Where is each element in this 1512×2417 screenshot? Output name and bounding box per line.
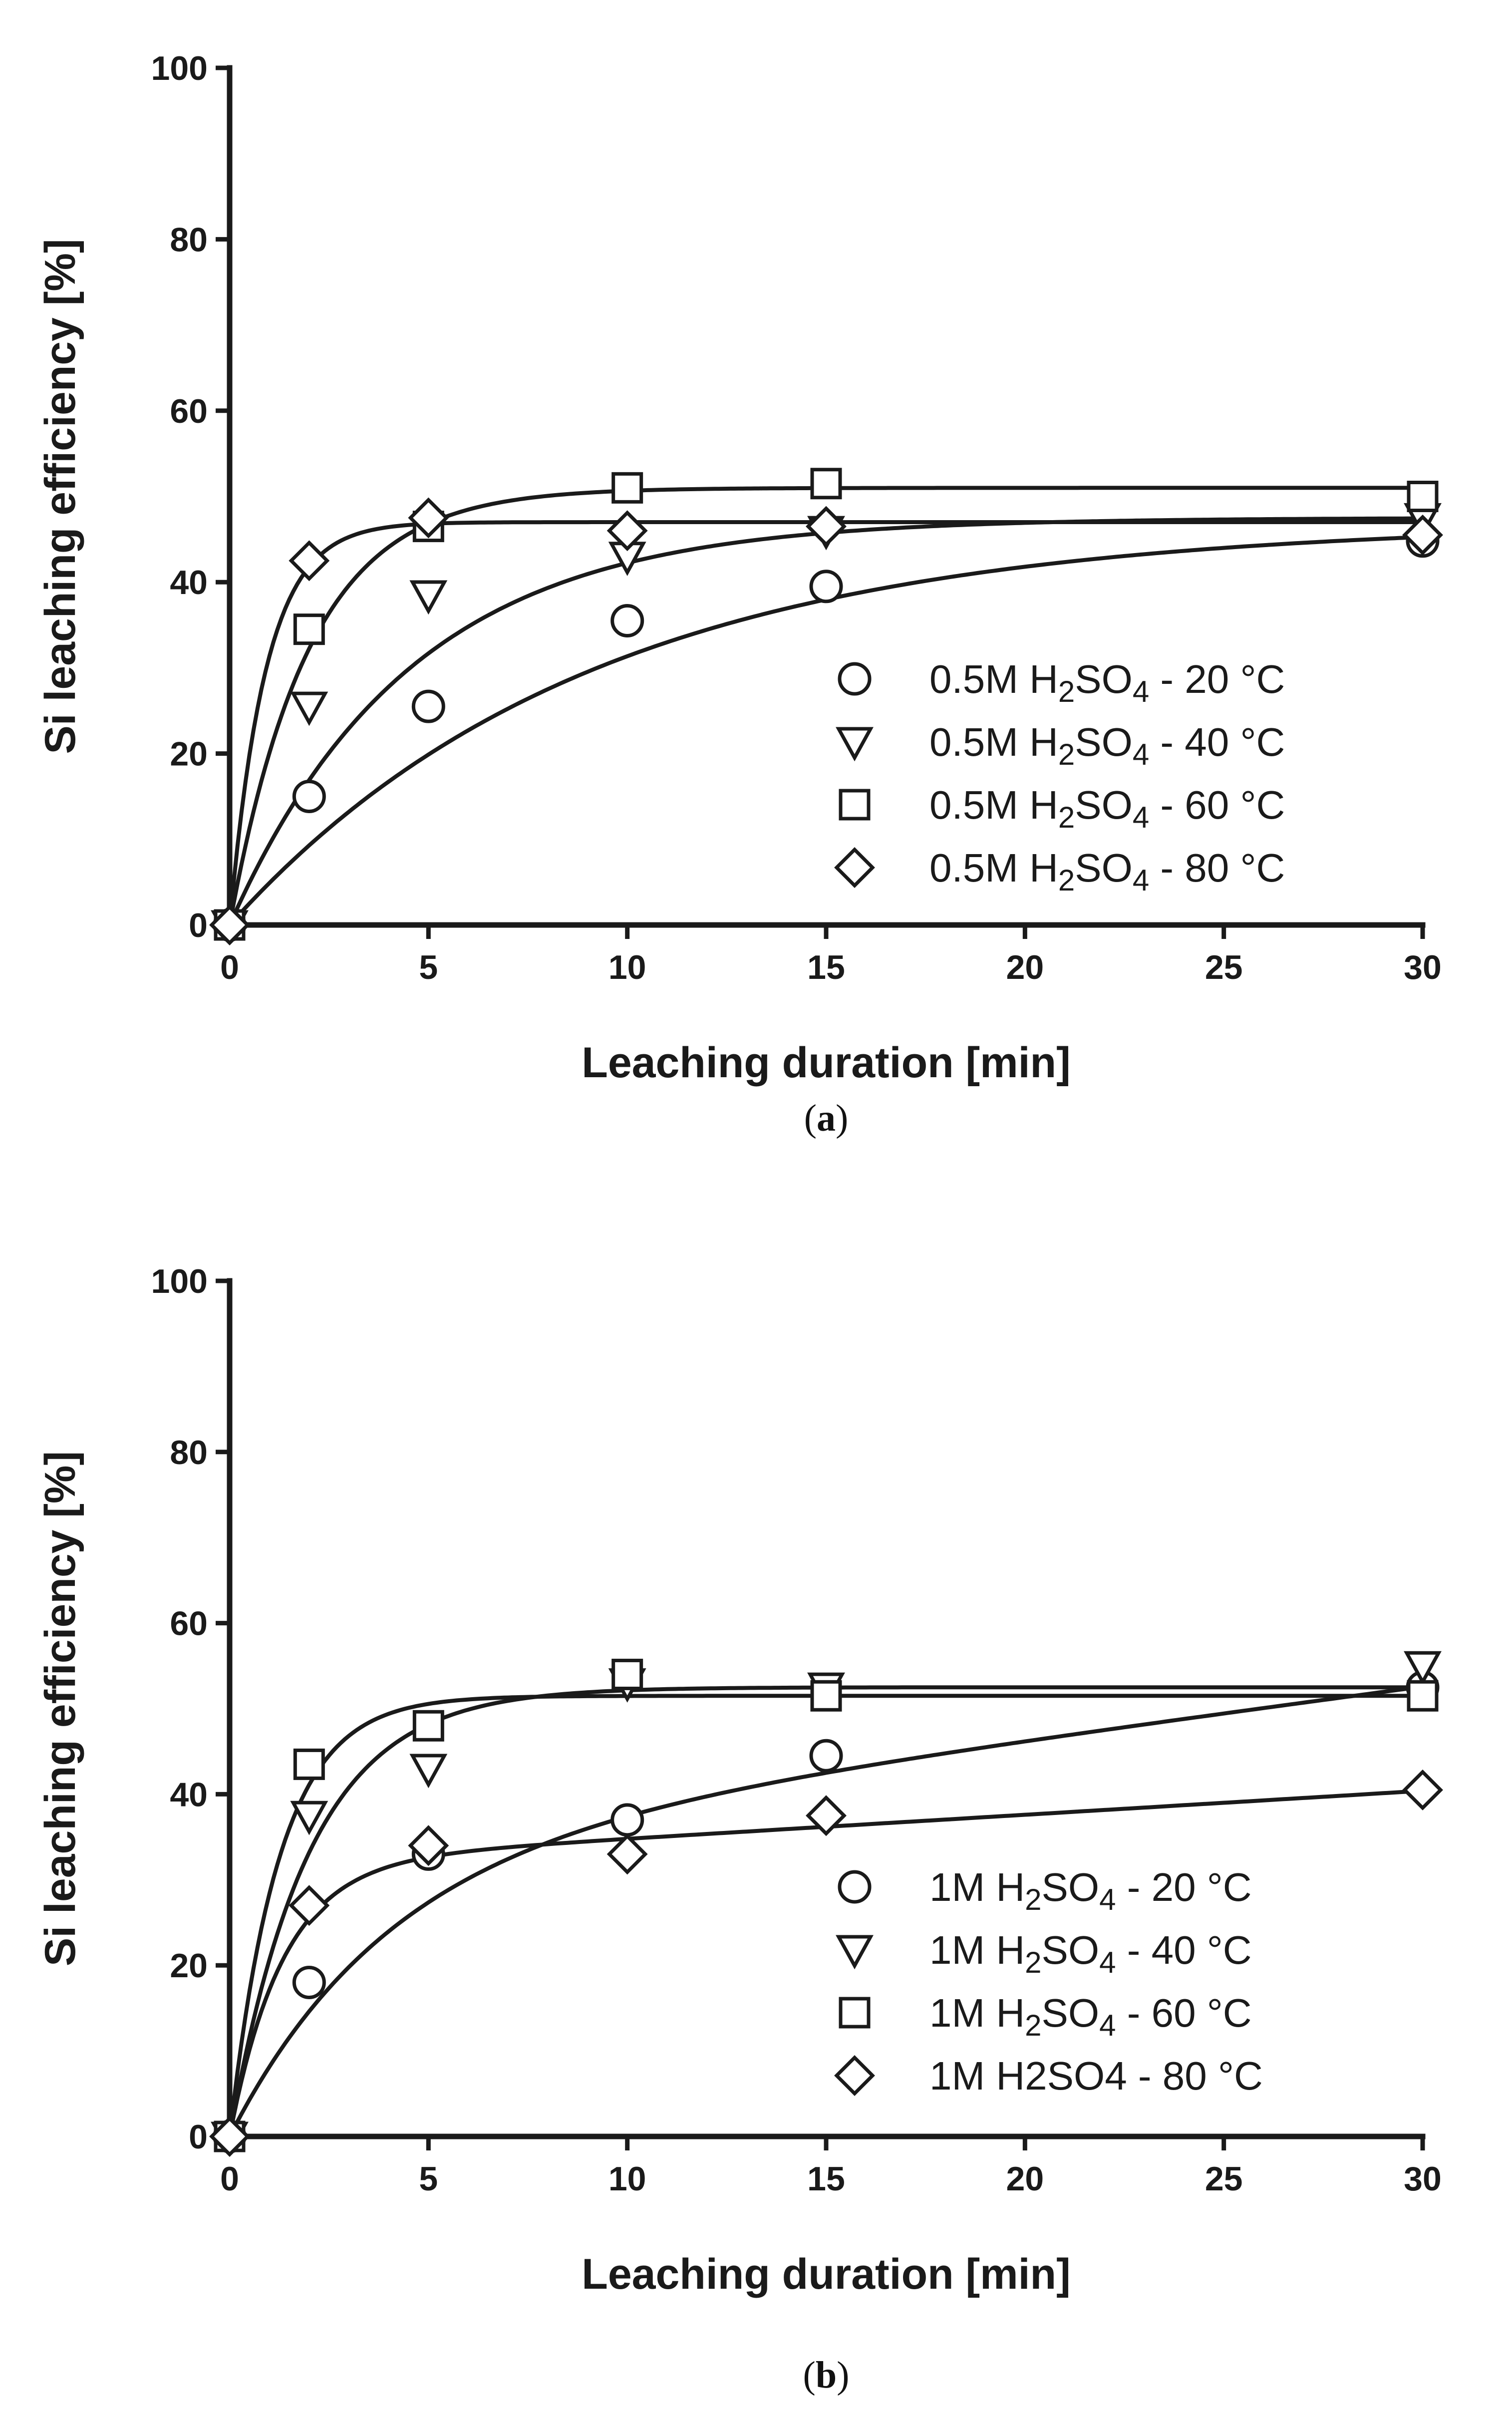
data-point-series-3	[293, 613, 325, 645]
legend-marker-series-1	[838, 1870, 872, 1904]
data-point-series-1	[292, 1965, 326, 1999]
x-tick-label: 25	[1205, 948, 1243, 986]
data-point-series-2	[409, 580, 448, 615]
data-point-series-1	[610, 1803, 644, 1837]
x-tick-label: 15	[807, 2160, 845, 2198]
legend-label-series-1: 1M H2SO4 - 20 °C	[929, 1865, 1252, 1916]
data-point-series-1	[411, 689, 445, 723]
data-point-series-4	[408, 1825, 449, 1866]
y-tick-label: 40	[170, 564, 208, 602]
data-point-series-3	[611, 1658, 643, 1690]
x-tick-label: 0	[220, 948, 239, 986]
data-point-series-1	[809, 570, 843, 604]
y-tick-label: 0	[189, 906, 208, 944]
legend-label-series-2: 1M H2SO4 - 40 °C	[929, 1928, 1252, 1979]
legend-label-series-4: 1M H2SO4 - 80 °C	[929, 2054, 1263, 2098]
y-tick-label: 60	[170, 392, 208, 430]
y-tick-label: 60	[170, 1605, 208, 1643]
y-tick-label: 80	[170, 1434, 208, 1472]
y-tick-label: 0	[189, 2118, 208, 2156]
data-point-series-4	[209, 905, 250, 945]
data-point-series-4	[806, 506, 847, 547]
panel-caption: (a)	[804, 1097, 849, 1139]
data-point-series-3	[1407, 481, 1439, 512]
x-tick-label: 0	[220, 2160, 239, 2198]
x-tick-label: 5	[419, 2160, 438, 2198]
data-point-series-4	[1402, 1769, 1443, 1811]
x-axis-title: Leaching duration [min]	[582, 1039, 1070, 1087]
data-point-series-4	[209, 2116, 250, 2157]
x-tick-label: 10	[608, 2160, 646, 2198]
y-tick-label: 80	[170, 221, 208, 259]
x-tick-label: 30	[1404, 2160, 1442, 2198]
x-axis-title: Leaching duration [min]	[582, 2250, 1070, 2298]
legend-marker-series-4	[834, 847, 875, 888]
data-point-series-1	[292, 779, 326, 813]
data-point-series-4	[289, 540, 330, 582]
data-point-series-2	[290, 691, 328, 726]
data-point-series-4	[806, 1795, 847, 1836]
y-tick-label: 100	[151, 1262, 208, 1300]
panel-caption: (b)	[803, 2354, 850, 2396]
x-tick-label: 10	[608, 948, 646, 986]
x-tick-label: 5	[419, 948, 438, 986]
legend-marker-series-3	[839, 1997, 871, 2029]
data-point-series-4	[289, 1885, 330, 1926]
data-point-series-2	[290, 1801, 328, 1835]
y-axis-title: Si leaching efficiency [%]	[36, 1451, 84, 1966]
chart-panel-b: 0 20 40 60 80 100 0 5 10 15 20 25 30 Leaching duratio…	[36, 1262, 1443, 2396]
legend-label-series-3: 0.5M H2SO4 - 60 °C	[929, 783, 1285, 834]
data-point-series-1	[610, 604, 644, 637]
data-point-series-3	[611, 472, 643, 504]
data-point-series-4	[1402, 514, 1443, 556]
legend-label-series-3: 1M H2SO4 - 60 °C	[929, 1991, 1252, 2042]
x-tick-label: 20	[1006, 948, 1044, 986]
data-point-series-2	[409, 1754, 448, 1789]
legend-marker-series-2	[836, 1935, 874, 1970]
x-tick-label: 20	[1006, 2160, 1044, 2198]
legend-label-series-4: 0.5M H2SO4 - 80 °C	[929, 846, 1285, 897]
data-point-series-3	[1407, 1680, 1439, 1712]
data-point-series-1	[809, 1739, 843, 1773]
legend-marker-series-1	[838, 662, 872, 696]
x-tick-label: 30	[1404, 948, 1442, 986]
y-tick-label: 20	[170, 735, 208, 773]
legend-marker-series-3	[839, 789, 871, 821]
data-point-series-4	[606, 510, 648, 552]
data-point-series-2	[1404, 1651, 1442, 1686]
data-point-series-4	[606, 1833, 648, 1875]
data-point-series-4	[408, 497, 449, 539]
y-tick-label: 100	[151, 49, 208, 87]
y-axis-title: Si leaching efficiency [%]	[36, 239, 84, 754]
data-point-series-3	[412, 1710, 444, 1742]
data-point-series-3	[293, 1748, 325, 1780]
data-point-series-3	[810, 1680, 842, 1712]
legend-marker-series-2	[836, 727, 874, 762]
chart-panel-a: 0 20 40 60 80 100 0 5 10 15 20 25 30 Leaching duratio…	[36, 49, 1443, 1139]
y-tick-label: 40	[170, 1776, 208, 1813]
fit-curve-series-1	[228, 1684, 1423, 2137]
legend-label-series-1: 0.5M H2SO4 - 20 °C	[929, 657, 1285, 708]
x-tick-label: 15	[807, 948, 845, 986]
legend-label-series-2: 0.5M H2SO4 - 40 °C	[929, 720, 1285, 771]
x-tick-label: 25	[1205, 2160, 1243, 2198]
data-point-series-3	[810, 468, 842, 500]
y-tick-label: 20	[170, 1947, 208, 1985]
legend-marker-series-4	[834, 2055, 875, 2096]
